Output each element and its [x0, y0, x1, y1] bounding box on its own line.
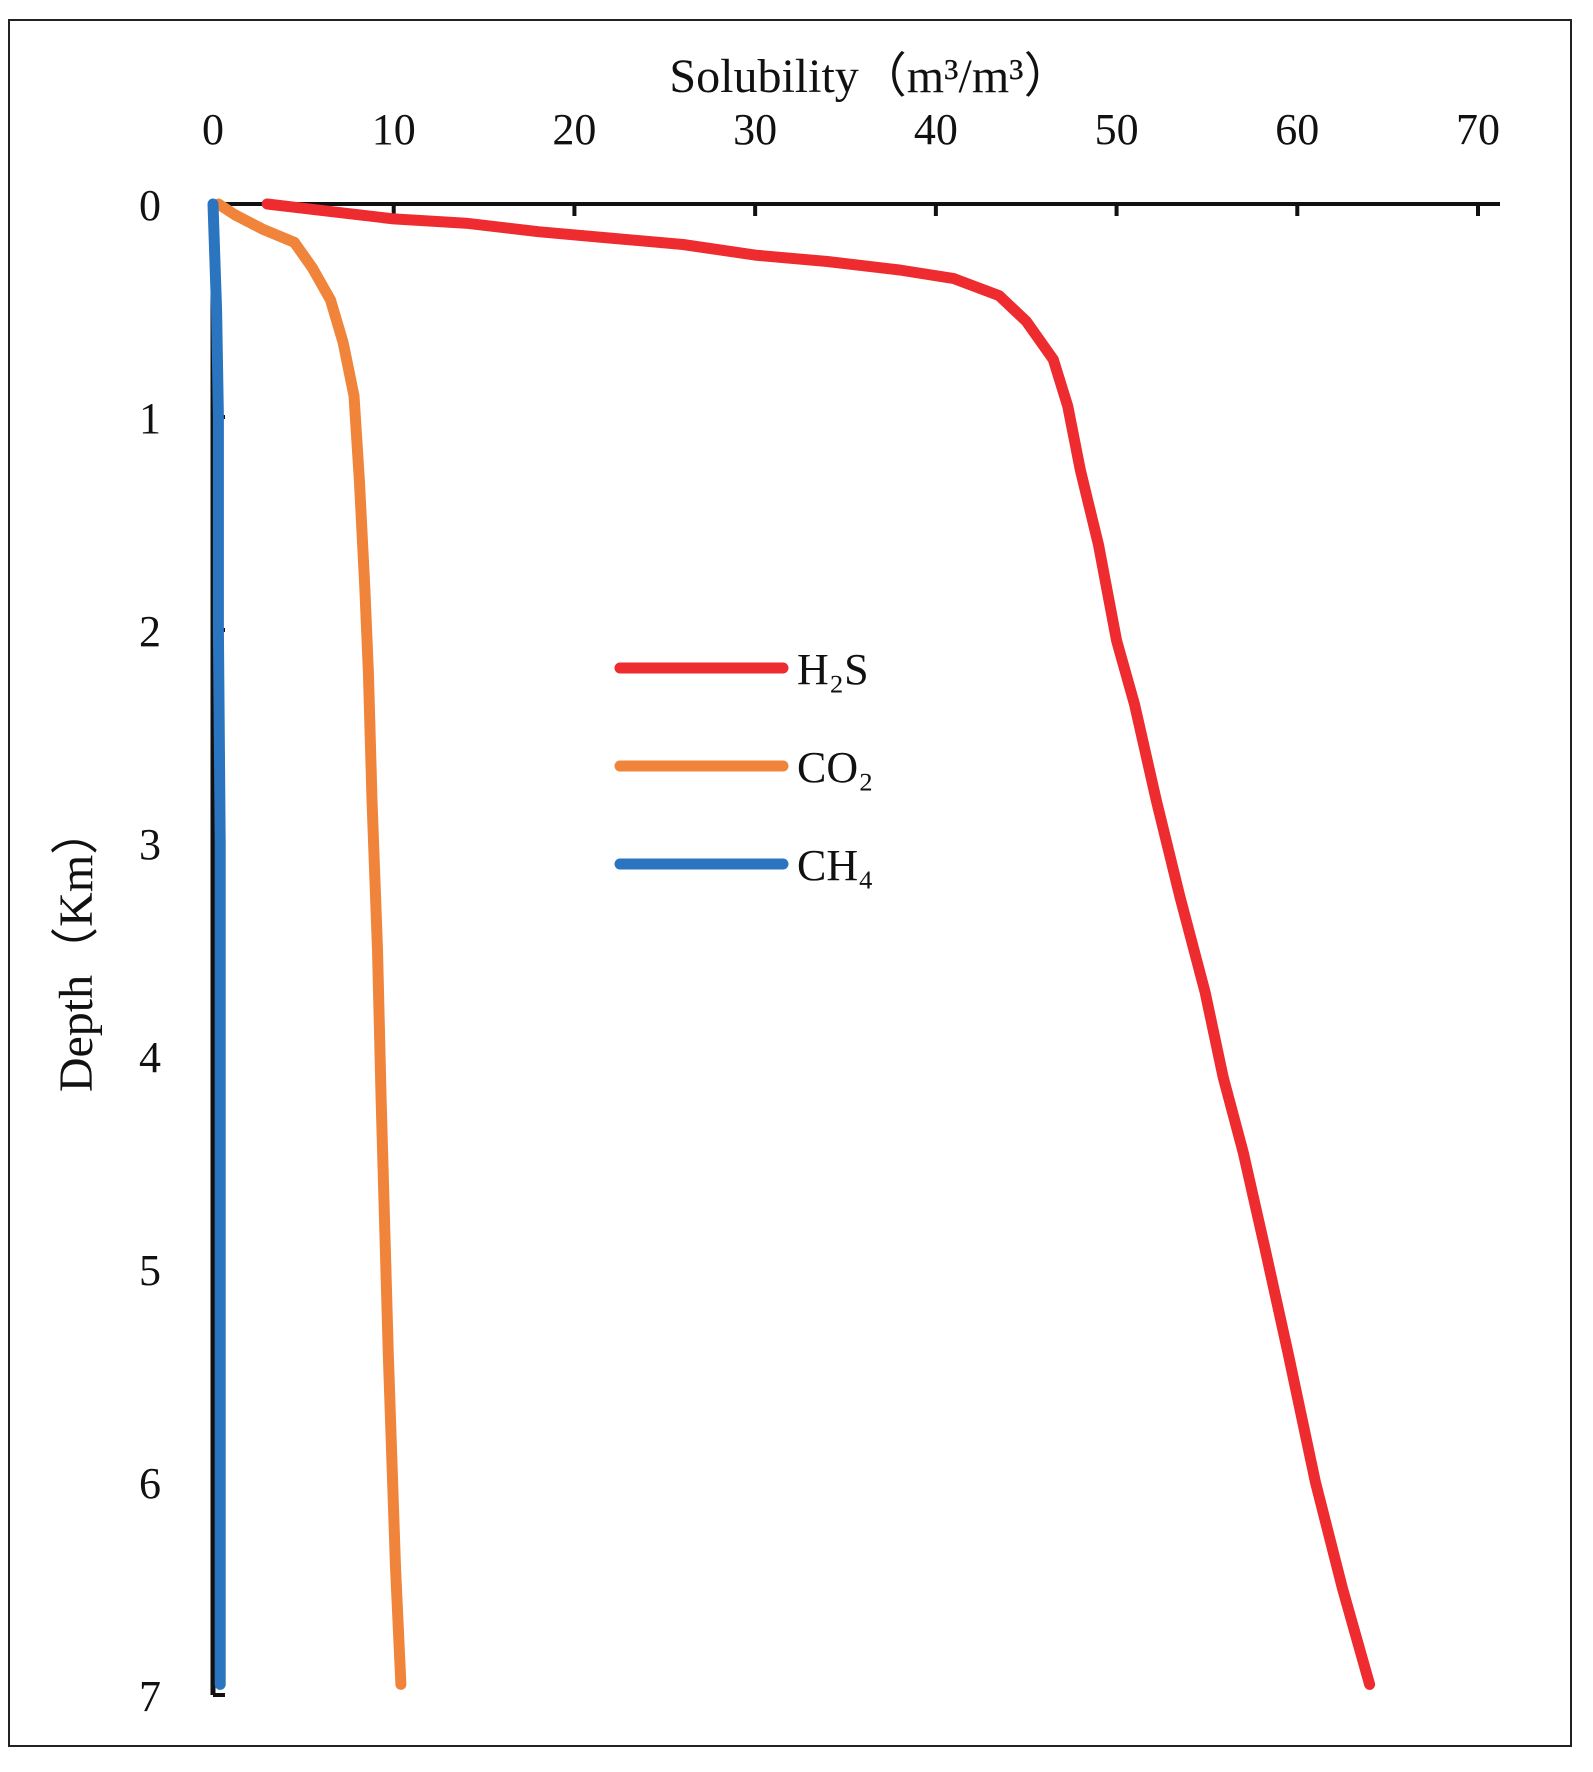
y-ticks: 0 1 2 3 4 5 6 7	[139, 181, 225, 1721]
x-ticks: 0 10 20 30 40 50 60 70	[202, 105, 1500, 216]
series-line	[261, 198, 1376, 1690]
legend-label: CO₂	[797, 743, 873, 792]
x-tick-label: 40	[914, 105, 958, 154]
y-tick-label: 7	[139, 1672, 161, 1721]
series-line	[207, 198, 226, 1690]
x-tick-label: 30	[733, 105, 777, 154]
y-tick-label: 0	[139, 181, 161, 230]
legend-label: H₂S	[797, 645, 869, 694]
y-tick-label: 1	[139, 394, 161, 443]
y-axis-title: Depth（Km）	[50, 807, 103, 1092]
axes: 0 10 20 30 40 50 60 70 0 1 2 3 4 5 6 7	[139, 105, 1500, 1721]
chart-frame	[8, 19, 1572, 1747]
series-line	[212, 198, 407, 1690]
y-tick-label: 3	[139, 820, 161, 869]
x-tick-label: 50	[1095, 105, 1139, 154]
x-tick-label: 20	[552, 105, 596, 154]
x-tick-label: 10	[372, 105, 416, 154]
x-tick-label: 0	[202, 105, 224, 154]
legend: H₂S CO₂ CH₄	[614, 645, 873, 890]
x-tick-label: 60	[1275, 105, 1319, 154]
legend-label: CH₄	[797, 841, 873, 890]
series-layer	[207, 198, 1376, 1690]
y-tick-label: 6	[139, 1459, 161, 1508]
y-tick-label: 4	[139, 1033, 161, 1082]
x-axis-title: Solubility（m³/m³）	[669, 50, 1071, 103]
y-tick-label: 2	[139, 607, 161, 656]
y-tick-label: 5	[139, 1246, 161, 1295]
x-tick-label: 70	[1456, 105, 1500, 154]
